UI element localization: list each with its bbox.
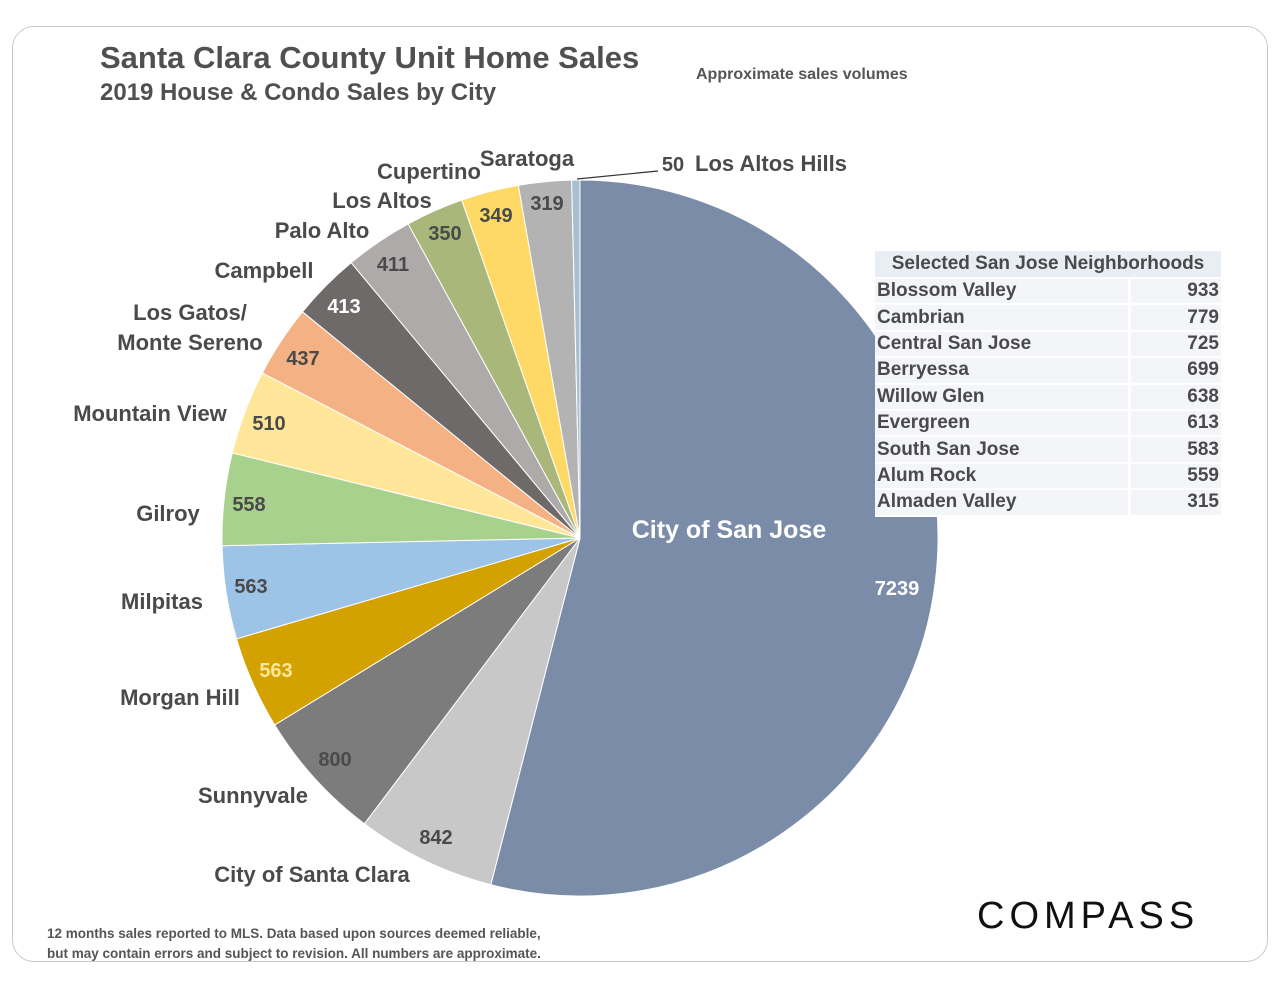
slice-value-label: 50 [662,154,684,176]
slice-category-label: City of San Jose [632,516,827,544]
neighborhood-value: 583 [1128,436,1221,464]
pie-slice [490,179,939,897]
neighborhood-name: South San Jose [875,436,1130,464]
slice-category-label: Gilroy [136,501,200,526]
neighborhood-name: Cambrian [875,304,1130,332]
table-row: Berryessa 699 [875,357,1221,385]
slice-value-label: 437 [286,348,319,370]
slice-value-label: 563 [234,576,267,598]
slice-value-label: 7239 [875,578,920,600]
slice-category-label: Milpitas [121,589,203,614]
neighborhood-name: Blossom Valley [875,278,1130,306]
table-row: Cambrian 779 [875,304,1221,332]
neighborhoods-table: Selected San Jose Neighborhoods Blossom … [875,251,1221,517]
table-row: Evergreen 613 [875,409,1221,438]
table-row: Almaden Valley 315 [875,489,1221,517]
table-row: Blossom Valley 933 [875,278,1221,306]
neighborhood-value: 559 [1128,462,1221,491]
neighborhood-name: Almaden Valley [875,489,1130,517]
neighborhood-value: 315 [1128,489,1221,517]
slice-value-label: 413 [327,296,360,318]
footnote: 12 months sales reported to MLS. Data ba… [47,924,541,964]
slice-category-label: Campbell [214,258,313,283]
slice-category-label: Morgan Hill [120,685,240,710]
slice-category-label: Sunnyvale [198,783,308,808]
slice-category-label: Palo Alto [275,218,370,243]
slice-value-label: 563 [259,660,292,682]
slice-category-label: Los Altos Hills [695,151,847,176]
pie-slice [363,537,581,886]
leader-line [576,170,659,180]
neighborhood-value: 779 [1128,304,1221,332]
volume-note: Approximate sales volumes [696,66,908,83]
slice-category-label: Los Altos [332,188,431,213]
slice-category-label: Cupertino [377,159,481,184]
pie-slice [273,537,581,825]
slice-value-label: 510 [252,413,285,435]
slice-value-label: 842 [419,827,452,849]
compass-logo: COMPASS [977,895,1199,936]
compass-logo-text: COMPASS [977,895,1199,936]
pie-slice [571,179,581,539]
slice-category-label: City of Santa Clara [214,862,410,887]
slice-category-label: Mountain View [73,401,227,426]
slice-value-label: 319 [530,193,563,215]
neighborhood-name: Central San Jose [875,330,1130,359]
slice-value-label: 558 [232,494,265,516]
slice-value-label: 411 [377,254,409,276]
neighborhood-name: Evergreen [875,409,1130,438]
neighborhood-value: 699 [1128,357,1221,385]
footnote-line-1: 12 months sales reported to MLS. Data ba… [47,926,541,941]
chart-title: Santa Clara County Unit Home Sales [100,40,640,75]
slice-value-label: 349 [479,205,512,227]
neighborhood-value: 638 [1128,383,1221,411]
neighborhood-value: 613 [1128,409,1221,438]
neighborhoods-table-title: Selected San Jose Neighborhoods [875,251,1221,279]
neighborhood-name: Alum Rock [875,462,1130,491]
slice-value-label: 350 [428,223,461,245]
neighborhood-value: 933 [1128,278,1221,306]
table-row: Central San Jose 725 [875,330,1221,359]
table-row: Alum Rock 559 [875,462,1221,491]
slice-category-label: Saratoga [480,146,575,171]
chart-subtitle: 2019 House & Condo Sales by City [100,79,497,106]
slice-value-label: 800 [318,749,351,771]
table-row: South San Jose 583 [875,436,1221,464]
slice-category-label: Los Gatos/Monte Sereno [117,300,262,355]
neighborhood-value: 725 [1128,330,1221,359]
neighborhood-name: Berryessa [875,357,1130,385]
footnote-line-2: but may contain errors and subject to re… [47,946,541,961]
neighborhood-name: Willow Glen [875,383,1130,411]
table-row: Willow Glen 638 [875,383,1221,411]
